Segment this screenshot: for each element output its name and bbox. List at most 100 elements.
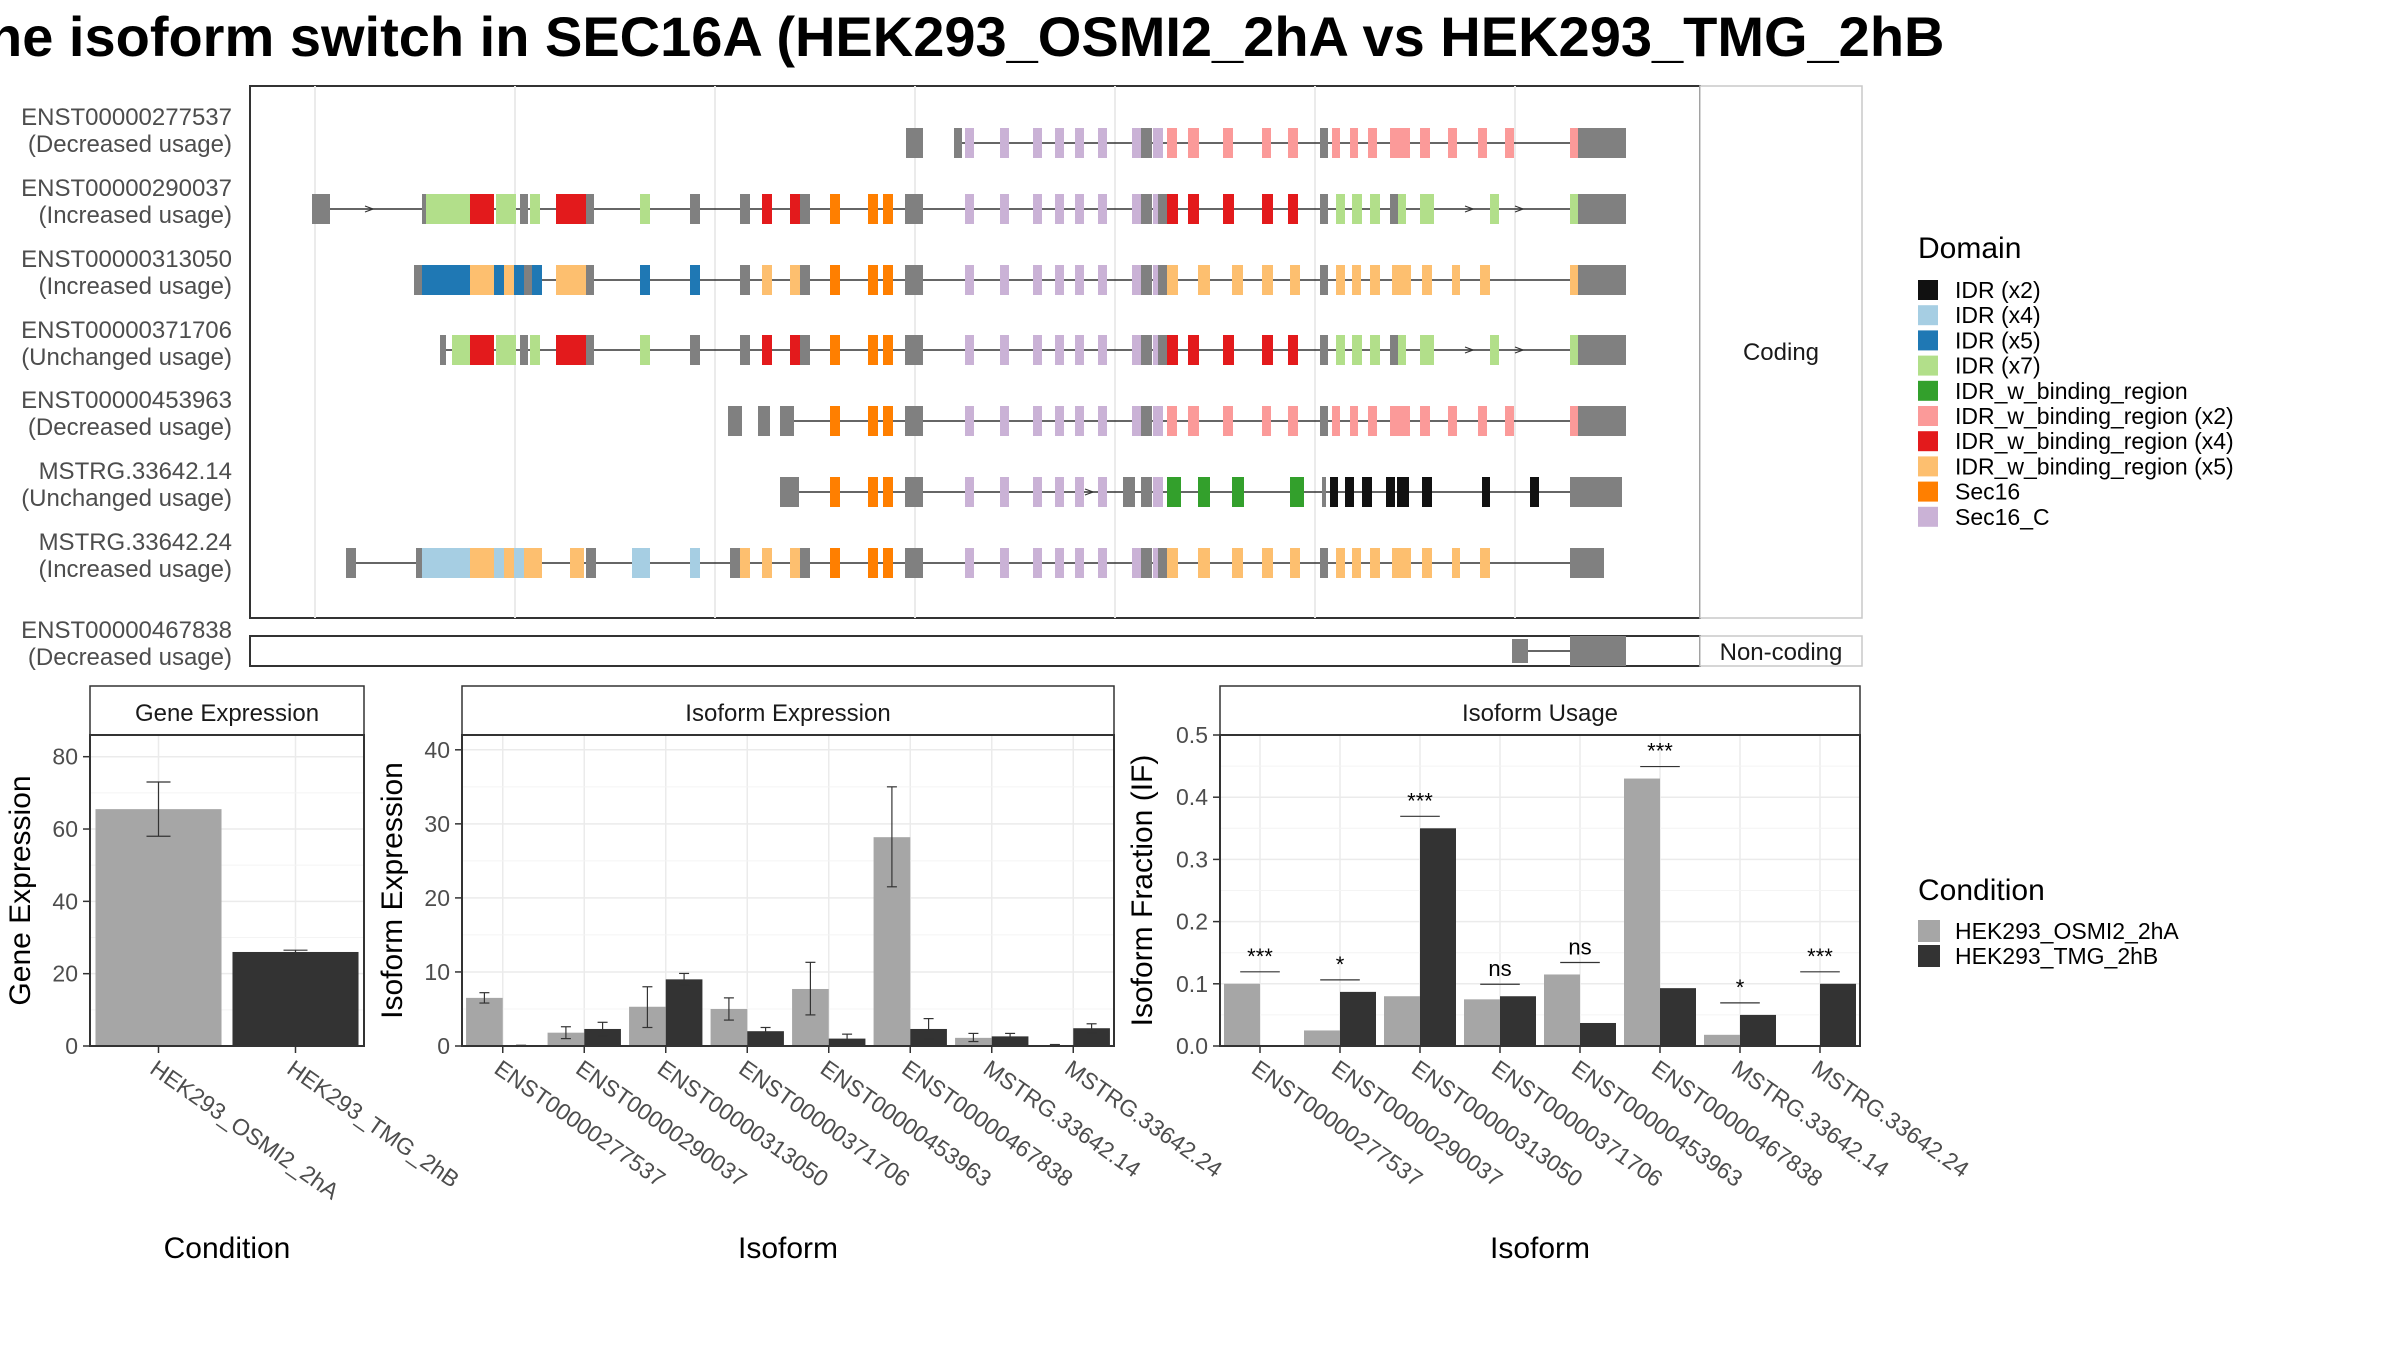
y-tick-label: 0	[437, 1033, 450, 1059]
exon-block	[1390, 194, 1398, 224]
noncoding-facet-label: Non-coding	[1720, 639, 1843, 666]
exon-block	[530, 194, 540, 224]
bar	[1420, 828, 1456, 1046]
exon-block	[1482, 477, 1490, 507]
exon-block	[346, 548, 356, 578]
exon-block	[1480, 265, 1490, 295]
transcript-id-label: ENST00000313050	[21, 246, 232, 273]
exon-block	[690, 265, 700, 295]
exon-block	[312, 194, 330, 224]
exon-block	[1370, 194, 1380, 224]
exon-block	[1132, 194, 1141, 224]
exon-block	[762, 265, 772, 295]
chart-title: Gene Expression	[135, 700, 319, 727]
domain-legend-swatch	[1918, 481, 1938, 502]
x-axis-title: Condition	[164, 1232, 291, 1265]
significance-label: ***	[1807, 944, 1833, 969]
exon-block	[830, 548, 840, 578]
exon-block	[1352, 265, 1361, 295]
exon-block	[1397, 477, 1409, 507]
bar	[747, 1031, 784, 1046]
exon-block	[1132, 548, 1141, 578]
significance-label: *	[1736, 975, 1745, 1000]
exon-block	[1188, 128, 1199, 158]
exon-block	[1141, 265, 1152, 295]
exon-block	[1578, 335, 1626, 365]
domain-legend-label: IDR (x5)	[1955, 327, 2041, 353]
exon-block	[1158, 548, 1167, 578]
exon-block	[1167, 335, 1178, 365]
transcript-row: MSTRG.33642.24(Increased usage)	[39, 529, 1604, 583]
exon-block	[1570, 128, 1580, 158]
exon-block	[1033, 548, 1042, 578]
exon-block	[1352, 548, 1361, 578]
bar	[1624, 778, 1660, 1046]
exon-block	[868, 477, 878, 507]
plot-frame	[461, 734, 1115, 1047]
bar	[1464, 999, 1500, 1046]
exon-block	[883, 335, 893, 365]
exon-block	[1478, 406, 1487, 436]
y-tick-label: 10	[424, 959, 450, 985]
bar	[991, 1036, 1029, 1046]
bar	[584, 1028, 621, 1046]
exon-block	[1232, 477, 1244, 507]
coding-facet-label: Coding	[1743, 339, 1819, 366]
exon-block	[1167, 194, 1178, 224]
exon-block	[1386, 477, 1395, 507]
exon-block	[532, 548, 542, 578]
exon-block	[1262, 335, 1273, 365]
exon-block	[470, 335, 494, 365]
exon-block	[1055, 335, 1064, 365]
bar	[95, 809, 222, 1046]
exon-block	[965, 265, 974, 295]
exon-block	[1075, 265, 1084, 295]
exon-block	[1350, 406, 1358, 436]
significance-label: ***	[1247, 944, 1273, 969]
exon-block	[762, 548, 772, 578]
exon-block	[1098, 548, 1107, 578]
exon-block	[1420, 406, 1430, 436]
exon-block	[1132, 265, 1141, 295]
noncoding-panel-frame	[249, 635, 1701, 667]
exon-block	[414, 265, 422, 295]
exon-block	[640, 265, 650, 295]
y-tick-label: 0.3	[1176, 846, 1208, 872]
y-tick-label: 0	[65, 1033, 78, 1059]
exon-block	[965, 406, 974, 436]
domain-legend-label: IDR_w_binding_region (x2)	[1955, 403, 2234, 429]
domain-legend-swatch	[1918, 280, 1938, 300]
plot-frame	[89, 734, 365, 1047]
chart-title-strip	[461, 685, 1115, 736]
exon-block	[556, 265, 586, 295]
exon-block	[965, 128, 974, 158]
exon-block	[1075, 406, 1084, 436]
exon-block	[780, 406, 794, 436]
exon-block	[1033, 406, 1042, 436]
exon-block	[1362, 477, 1372, 507]
exon-block	[452, 335, 470, 365]
exon-block	[1132, 335, 1141, 365]
exon-block	[1320, 128, 1328, 158]
exon-block	[1098, 477, 1107, 507]
transcript-usage-label: (Increased usage)	[39, 273, 232, 300]
exon-block	[1422, 477, 1432, 507]
exon-block	[1336, 265, 1345, 295]
exon-block	[470, 265, 494, 295]
exon-block	[1141, 548, 1152, 578]
exon-block	[762, 335, 772, 365]
exon-block	[520, 194, 528, 224]
exon-block	[524, 265, 532, 295]
exon-block	[1223, 128, 1233, 158]
exon-block	[1422, 265, 1432, 295]
transcript-row: ENST00000277537(Decreased usage)	[21, 104, 1626, 158]
exon-block	[868, 335, 878, 365]
exon-block	[1055, 265, 1064, 295]
noncoding-facet-strip	[1699, 635, 1863, 667]
transcript-id-label: ENST00000453963	[21, 387, 232, 414]
exon-block	[1000, 194, 1009, 224]
exon-block	[883, 194, 893, 224]
chart-title: Isoform Usage	[1462, 700, 1618, 727]
exon-block	[1188, 194, 1199, 224]
